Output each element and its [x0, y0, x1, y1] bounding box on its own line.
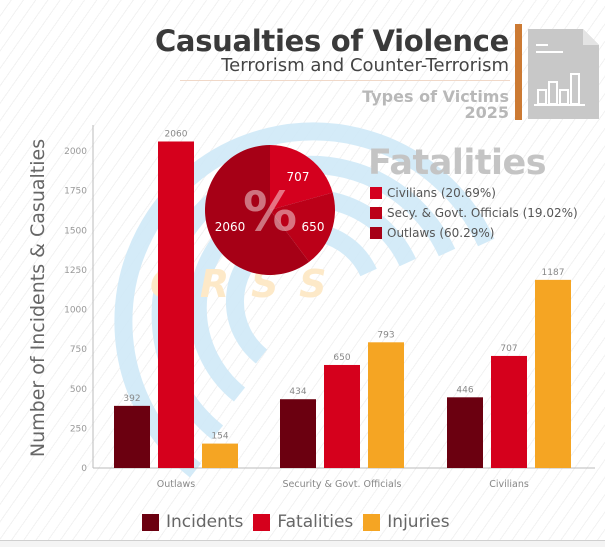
chart-legend: Incidents Fatalities Injuries [142, 512, 460, 532]
title-divider [180, 80, 510, 81]
pie-slice-label: 650 [302, 220, 325, 234]
pie-title: Fatalities [368, 143, 547, 183]
pie-legend-swatch [370, 207, 382, 219]
y-tick-label: 1500 [64, 226, 87, 236]
bar-incidents [114, 405, 150, 468]
bar-injuries [535, 279, 571, 468]
x-tick-label: Outlaws [157, 479, 195, 490]
pie-legend-label: Civilians (20.69%) [387, 186, 496, 200]
bar-value-label: 1187 [542, 268, 565, 278]
pie-chart: %707 650 2060 [205, 145, 335, 275]
y-tick-label: 1250 [64, 266, 87, 276]
bar-fatalities [158, 141, 194, 469]
y-tick-label: 750 [70, 345, 87, 355]
y-tick-label: 1000 [64, 306, 87, 316]
bar-value-label: 446 [456, 385, 473, 395]
legend-item-incidents: Incidents [142, 512, 243, 532]
legend-label: Injuries [387, 512, 450, 532]
pie-legend-item: Civilians (20.69%) [370, 183, 578, 203]
bar-injuries [368, 342, 404, 468]
pie-legend-swatch [370, 227, 382, 239]
bar-value-label: 707 [500, 344, 517, 354]
bar-value-label: 434 [289, 387, 306, 397]
y-axis-label: Number of Incidents & Casualties [27, 138, 49, 458]
bar-value-label: 650 [333, 353, 350, 363]
pie-legend-swatch [370, 187, 382, 199]
percent-icon: % [243, 180, 297, 243]
y-tick-label: 250 [70, 424, 87, 434]
year-label: 2025 [464, 103, 509, 122]
pie-legend: Civilians (20.69%) Secy. & Govt. Officia… [370, 183, 578, 243]
pie-slice [270, 192, 335, 262]
legend-label: Incidents [166, 512, 244, 532]
legend-swatch [363, 513, 381, 531]
bar-incidents [280, 399, 316, 468]
pie-legend-label: Secy. & Govt. Officials (19.02%) [387, 206, 578, 220]
bar-fatalities [491, 355, 527, 468]
type-label: Types of Victims [362, 87, 509, 106]
pie-slice [270, 145, 333, 210]
bar-value-label: 392 [123, 394, 140, 404]
pie-legend-item: Secy. & Govt. Officials (19.02%) [370, 203, 578, 223]
y-tick-label: 0 [81, 464, 87, 474]
doc-fold [583, 29, 599, 45]
pie-slice [205, 145, 310, 275]
page-title: Casualties of Violence [154, 24, 509, 58]
bottom-border [0, 540, 605, 547]
bar-value-label: 154 [211, 432, 228, 442]
x-tick-label: Civilians [489, 479, 529, 490]
y-tick-label: 1750 [64, 187, 87, 197]
accent-bar [515, 24, 522, 120]
bars: 392 2060 154 Outlaws 434 650 793 Security & Gov… [114, 129, 571, 490]
pie-slice-label: 707 [287, 170, 310, 184]
legend-item-injuries: Injuries [363, 512, 450, 532]
y-tick-label: 500 [70, 385, 87, 395]
legend-swatch [142, 513, 159, 531]
report-chart-icon [528, 29, 599, 119]
legend-item-fatalities: Fatalities [253, 512, 353, 532]
legend-swatch [253, 513, 271, 531]
bar-value-label: 793 [377, 330, 394, 340]
pie-legend-label: Outlaws (60.29%) [387, 226, 495, 240]
bar-injuries [202, 443, 238, 468]
watermark-arc [114, 122, 495, 478]
legend-label: Fatalities [277, 512, 354, 532]
page-subtitle: Terrorism and Counter-Terrorism [221, 55, 509, 76]
bar-fatalities [324, 364, 360, 468]
y-tick-label: 2000 [64, 147, 87, 157]
x-tick-label: Security & Govt. Officials [283, 479, 402, 490]
pie-legend-item: Outlaws (60.29%) [370, 223, 578, 243]
bar-incidents [447, 397, 483, 468]
bar-value-label: 2060 [165, 129, 188, 139]
pie-slice-label: 2060 [215, 220, 246, 234]
